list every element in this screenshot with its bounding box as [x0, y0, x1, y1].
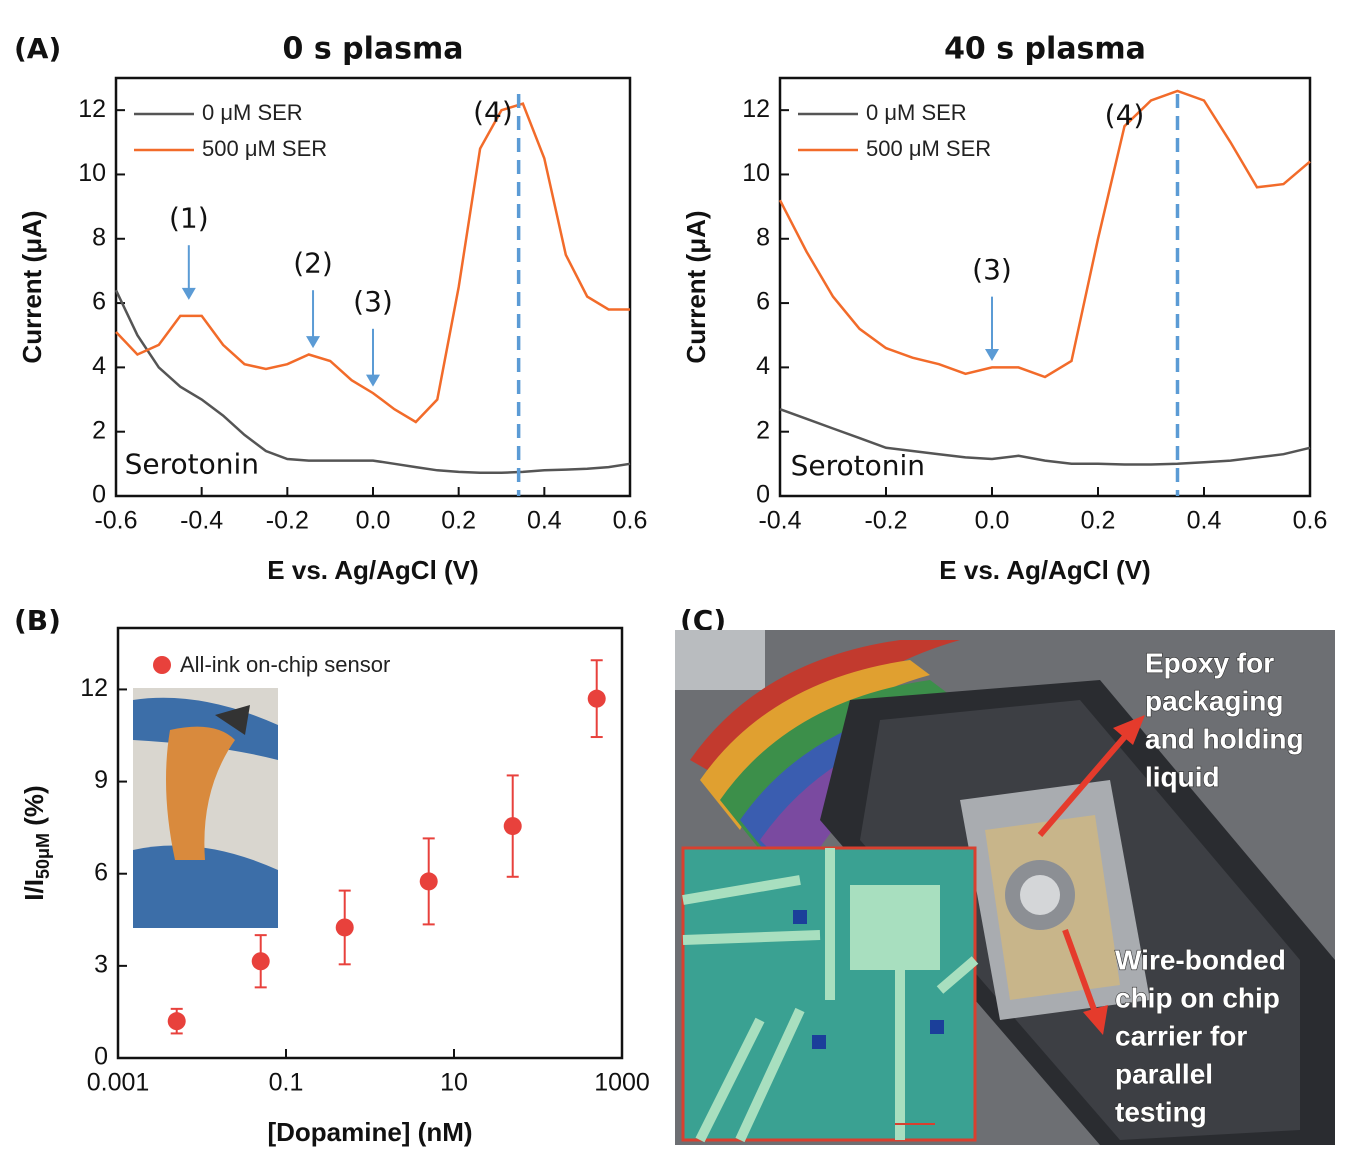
- x-tick-label: -0.6: [94, 507, 137, 535]
- x-axis-label: E vs. Ag/AgCl (V): [267, 555, 478, 585]
- y-tick-label: 4: [92, 352, 106, 380]
- x-tick-label: 0.1: [269, 1069, 304, 1097]
- x-tick-label: -0.4: [758, 507, 801, 535]
- y-axis-label-part: I/I: [19, 879, 49, 901]
- y-axis-label-part: 50μM: [33, 833, 53, 879]
- chart-title: 40 s plasma: [944, 32, 1146, 67]
- panel-label: (B): [14, 604, 61, 637]
- legend-label: 0 μM SER: [866, 100, 967, 125]
- x-axis-label: [Dopamine] (nM): [267, 1117, 472, 1147]
- legend-label: 0 μM SER: [202, 100, 303, 125]
- peak-label: (3): [972, 253, 1012, 286]
- x-tick-label: -0.4: [180, 507, 223, 535]
- photo-annotation: Wire-bonded: [1115, 944, 1286, 975]
- y-tick-label: 4: [756, 352, 770, 380]
- x-tick-label: 0.001: [87, 1069, 150, 1097]
- y-axis-label: Current (μA): [681, 210, 711, 363]
- x-tick-label: -0.2: [266, 507, 309, 535]
- series-line: [114, 289, 631, 475]
- y-tick-label: 2: [756, 416, 770, 444]
- annotation-label: Serotonin: [791, 449, 925, 482]
- x-tick-label: 0.2: [1081, 507, 1116, 535]
- data-point: [587, 689, 606, 708]
- peak-label: (4): [1105, 99, 1145, 132]
- y-axis-label-part: (%): [19, 785, 49, 833]
- chart-title: 0 s plasma: [283, 32, 464, 67]
- y-axis-label: Current (μA): [17, 210, 47, 363]
- series-line: [115, 102, 630, 424]
- y-tick-label: 0: [94, 1043, 108, 1071]
- x-tick-label: 0.0: [975, 507, 1010, 535]
- x-tick-label: 0.0: [356, 507, 391, 535]
- data-point: [503, 817, 522, 836]
- y-tick-label: 8: [92, 223, 106, 251]
- y-tick-label: 12: [742, 95, 770, 123]
- arrow-head: [306, 336, 321, 349]
- y-tick-label: 0: [92, 481, 106, 509]
- legend-label: 500 μM SER: [202, 136, 327, 161]
- arrow-head: [985, 348, 999, 361]
- photo-annotation: and holding: [1145, 723, 1304, 754]
- peak-label: (3): [353, 285, 393, 318]
- y-tick-label: 8: [756, 223, 770, 251]
- x-tick-label: 0.6: [1293, 507, 1328, 535]
- legend-label: All-ink on-chip sensor: [180, 652, 390, 677]
- y-tick-label: 3: [94, 950, 108, 978]
- y-tick-label: 10: [78, 159, 106, 187]
- photo-annotation: packaging: [1145, 685, 1283, 716]
- x-tick-label: 0.6: [613, 507, 648, 535]
- annotation-label: Serotonin: [125, 447, 259, 480]
- y-tick-label: 2: [92, 416, 106, 444]
- data-point: [167, 1012, 186, 1031]
- x-tick-label: 0.2: [441, 507, 476, 535]
- data-point: [419, 872, 438, 891]
- photo-annotation: parallel: [1115, 1058, 1213, 1089]
- photo-annotation: testing: [1115, 1096, 1207, 1127]
- x-axis-label: E vs. Ag/AgCl (V): [939, 555, 1150, 585]
- inset-photo: [133, 688, 278, 928]
- x-tick-label: 0.4: [1187, 507, 1222, 535]
- x-tick-label: 0.4: [527, 507, 562, 535]
- y-axis-label: I/I50μM (%): [19, 785, 53, 900]
- panel-label: (A): [14, 32, 61, 65]
- y-tick-label: 10: [742, 159, 770, 187]
- plot-frame: [778, 76, 1312, 498]
- y-tick-label: 6: [756, 288, 770, 316]
- x-tick-label: 10: [440, 1069, 468, 1097]
- photo-annotation: chip on chip: [1115, 982, 1280, 1013]
- x-tick-label: -0.2: [864, 507, 907, 535]
- y-tick-label: 12: [80, 674, 108, 702]
- legend-label: 500 μM SER: [866, 136, 991, 161]
- photo-annotation: Epoxy for: [1145, 647, 1274, 678]
- plot-frame: [116, 626, 624, 1060]
- arrow-head: [181, 287, 196, 300]
- arrow-head: [366, 374, 380, 387]
- y-tick-label: 6: [94, 858, 108, 886]
- y-tick-label: 6: [92, 288, 106, 316]
- series-line: [779, 408, 1311, 466]
- series-line: [778, 89, 1311, 379]
- peak-label: (1): [169, 201, 209, 234]
- peak-label: (2): [293, 246, 333, 279]
- photo-annotation: liquid: [1145, 761, 1220, 792]
- peak-label: (4): [473, 95, 513, 128]
- x-tick-label: 1000: [594, 1069, 650, 1097]
- y-tick-label: 0: [756, 481, 770, 509]
- legend-marker: [153, 656, 171, 674]
- photo: [675, 630, 1335, 1145]
- data-point: [251, 952, 270, 971]
- y-tick-label: 12: [78, 95, 106, 123]
- photo-annotation: carrier for: [1115, 1020, 1247, 1051]
- data-point: [335, 918, 354, 937]
- y-tick-label: 9: [94, 766, 108, 794]
